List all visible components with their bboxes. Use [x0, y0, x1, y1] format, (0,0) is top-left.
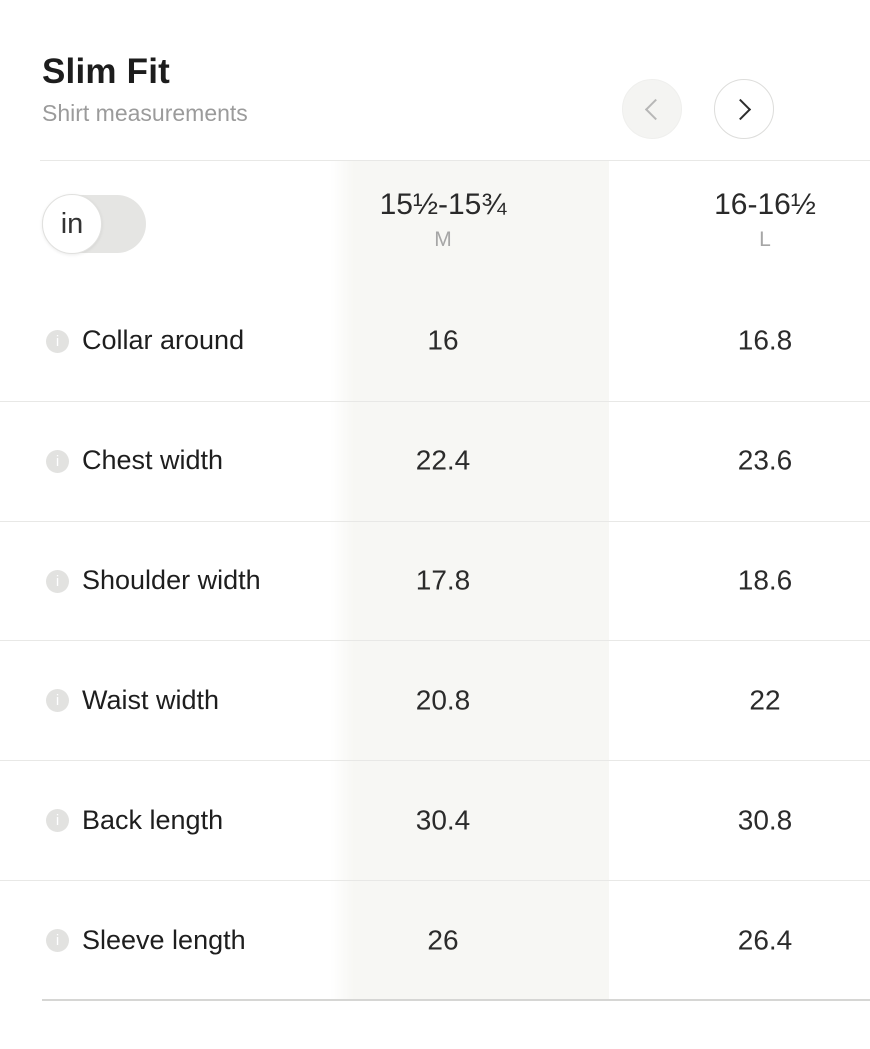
row-label: Back length: [82, 804, 224, 835]
cell-value-l: 26.4: [737, 923, 793, 955]
size-range-label: 15½-15¾: [379, 188, 507, 221]
table-row: i Waist width 20.8 22: [0, 640, 870, 760]
page-subtitle: Shirt measurements: [42, 100, 248, 126]
cell-value-l: 22: [749, 684, 781, 716]
table-row: i Shoulder width 17.8 18.6: [0, 520, 870, 641]
chevron-right-icon: [729, 98, 752, 120]
column-header-m: 15½-15¾ M: [310, 188, 576, 252]
info-icon[interactable]: i: [46, 809, 69, 833]
size-letter-label: L: [759, 228, 771, 251]
header-divider: [40, 160, 870, 161]
row-label: Shoulder width: [82, 564, 261, 595]
column-header-l: 16-16½ L: [632, 188, 870, 252]
table-bottom-border: [42, 999, 870, 1001]
cell-value-m: 17.8: [415, 564, 471, 596]
unit-toggle[interactable]: in: [42, 194, 146, 254]
measurement-rows: i Collar around 16 16.8 i Chest width 22…: [0, 282, 870, 1000]
size-letter-label: M: [434, 228, 452, 251]
cell-value-l: 23.6: [737, 444, 793, 476]
row-label: Collar around: [82, 325, 245, 356]
chevron-left-icon: [644, 98, 667, 120]
cell-value-m: 30.4: [415, 804, 471, 836]
unit-toggle-label: in: [60, 207, 84, 240]
unit-toggle-knob[interactable]: in: [42, 194, 102, 254]
cell-value-l: 16.8: [737, 324, 793, 356]
prev-sizes-button[interactable]: [622, 79, 682, 139]
cell-value-m: 16: [427, 324, 459, 356]
cell-value-m: 22.4: [415, 444, 471, 476]
info-icon[interactable]: i: [46, 329, 69, 353]
info-icon[interactable]: i: [46, 569, 69, 593]
next-sizes-button[interactable]: [714, 79, 774, 139]
info-icon[interactable]: i: [46, 449, 69, 473]
page-title: Slim Fit: [42, 52, 170, 91]
table-row: i Sleeve length 26 26.4: [0, 880, 870, 1000]
cell-value-m: 20.8: [415, 684, 471, 716]
cell-value-l: 30.8: [737, 804, 793, 836]
size-range-label: 16-16½: [714, 188, 816, 221]
table-row: i Back length 30.4 30.8: [0, 760, 870, 880]
info-icon[interactable]: i: [46, 929, 69, 953]
row-label: Chest width: [82, 445, 224, 476]
info-icon[interactable]: i: [46, 689, 69, 713]
row-label: Sleeve length: [82, 924, 246, 955]
cell-value-l: 18.6: [737, 564, 793, 596]
row-label: Waist width: [82, 684, 220, 715]
table-row: i Chest width 22.4 23.6: [0, 400, 870, 521]
cell-value-m: 26: [427, 923, 459, 955]
table-row: i Collar around 16 16.8: [0, 282, 870, 401]
